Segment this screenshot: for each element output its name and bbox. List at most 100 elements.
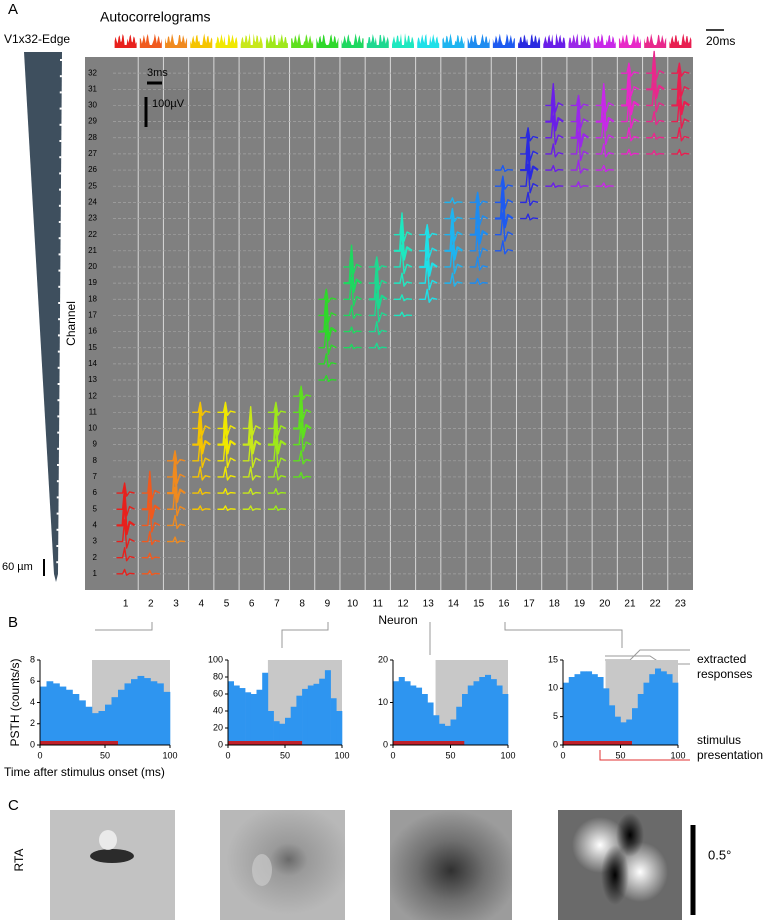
probe-site — [59, 123, 62, 126]
probe-site — [57, 464, 59, 466]
bar — [643, 682, 650, 745]
x-tick-label: 5 — [224, 599, 230, 610]
waveform — [671, 75, 691, 116]
autocorrelogram — [518, 34, 541, 48]
waveform — [167, 462, 186, 503]
bar — [450, 719, 457, 745]
waveform — [469, 278, 488, 286]
panel-label: C — [8, 797, 19, 814]
autocorrelogram — [467, 33, 490, 48]
x-tick-label: 14 — [448, 599, 460, 610]
bar — [398, 677, 405, 745]
waveform — [293, 398, 312, 439]
waveform — [116, 547, 135, 562]
waveform — [141, 552, 160, 560]
x-tick-label: 19 — [574, 599, 586, 610]
rta-image — [50, 810, 175, 920]
waveform — [293, 385, 312, 400]
bar — [580, 671, 587, 745]
rta-feature — [601, 845, 629, 905]
probe-shank — [24, 52, 62, 582]
rta-feature — [252, 854, 272, 886]
bar — [393, 681, 400, 745]
waveform — [620, 62, 640, 77]
y-tick-label: 2 — [30, 718, 35, 728]
probe-site — [56, 528, 59, 531]
bar — [124, 683, 132, 745]
y-tick-label: 5 — [553, 711, 558, 721]
autocorrelogram — [265, 34, 288, 48]
x-tick-label: 8 — [299, 599, 305, 610]
bar — [233, 685, 240, 745]
y-axis-label: Channel — [64, 301, 78, 346]
waveform — [192, 406, 211, 436]
bar — [473, 681, 480, 745]
y-tick-label: 1 — [93, 569, 98, 578]
bar — [614, 716, 621, 745]
probe-scale: 60 µm — [2, 561, 33, 573]
bar — [568, 677, 575, 745]
x-tick-label: 100 — [334, 750, 349, 760]
waveform — [267, 487, 286, 496]
waveform — [343, 304, 362, 320]
autocorrelogram — [442, 33, 465, 48]
bar — [267, 711, 274, 745]
y-tick-label: 15 — [88, 343, 97, 352]
y-tick-label: 3 — [93, 537, 98, 546]
bar — [290, 706, 297, 745]
waveform — [469, 204, 489, 245]
probe-site — [59, 172, 62, 175]
waveform — [217, 414, 237, 455]
waveform — [545, 182, 564, 188]
probe-site — [58, 302, 61, 304]
bar — [637, 694, 644, 745]
waveform — [217, 505, 236, 511]
waveform — [494, 179, 514, 210]
y-tick-label: 0 — [218, 739, 223, 749]
y-tick-label: 16 — [88, 327, 97, 336]
bar — [496, 685, 503, 745]
waveform — [192, 487, 211, 496]
bar — [79, 700, 86, 745]
waveform — [116, 568, 135, 576]
probe-site — [59, 156, 62, 159]
waveform — [217, 406, 236, 436]
bar — [256, 689, 263, 745]
bar — [655, 668, 662, 745]
autocorrelogram — [291, 33, 314, 48]
waveform — [318, 301, 337, 342]
panel-label: B — [8, 614, 18, 631]
x-tick-label: 21 — [624, 599, 636, 610]
probe-site — [57, 350, 60, 353]
y-tick-label: 18 — [88, 294, 97, 303]
bar — [131, 679, 138, 745]
probe-site — [57, 383, 60, 385]
waveform — [646, 50, 665, 81]
y-tick-label: 27 — [88, 149, 97, 158]
waveform — [267, 505, 286, 511]
bar — [262, 672, 269, 745]
waveform — [671, 62, 690, 77]
waveform — [267, 401, 287, 417]
y-tick-label: 19 — [88, 278, 97, 287]
x-tick-label: 0 — [560, 750, 565, 760]
waveform — [192, 466, 211, 481]
waveform — [620, 66, 640, 97]
bar — [444, 725, 451, 745]
waveform — [343, 244, 362, 275]
waveform — [444, 197, 463, 205]
bar — [672, 682, 679, 745]
bar — [319, 678, 326, 745]
probe-site — [58, 285, 61, 288]
rta-image — [220, 810, 345, 920]
x-tick-label: 100 — [162, 750, 177, 760]
x-tick-label: 6 — [249, 599, 255, 610]
waveform — [217, 487, 236, 496]
autocorrelogram — [165, 33, 188, 48]
waveform — [545, 91, 564, 132]
y-tick-label: 0 — [30, 739, 35, 749]
bar — [490, 679, 497, 745]
waveform — [520, 191, 539, 207]
bar — [53, 683, 60, 745]
y-tick-label: 4 — [93, 521, 98, 530]
